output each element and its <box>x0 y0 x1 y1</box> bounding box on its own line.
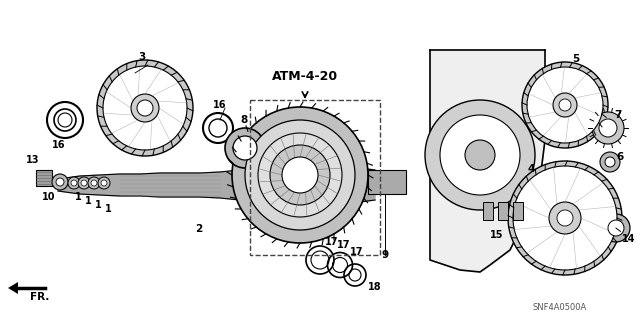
Circle shape <box>225 128 265 168</box>
Circle shape <box>602 214 630 242</box>
Circle shape <box>88 177 100 189</box>
Text: 1: 1 <box>85 196 92 206</box>
Circle shape <box>270 145 330 205</box>
Circle shape <box>71 180 77 186</box>
Text: 17: 17 <box>325 237 339 247</box>
Circle shape <box>91 180 97 186</box>
Circle shape <box>440 115 520 195</box>
Text: 18: 18 <box>368 282 381 292</box>
Text: 10: 10 <box>42 192 56 202</box>
Circle shape <box>465 140 495 170</box>
Circle shape <box>549 202 581 234</box>
Text: 6: 6 <box>616 152 623 162</box>
Bar <box>513 202 523 220</box>
Bar <box>483 202 493 220</box>
Text: 8: 8 <box>240 115 247 125</box>
Circle shape <box>56 178 64 186</box>
Circle shape <box>101 180 107 186</box>
Circle shape <box>98 177 110 189</box>
Polygon shape <box>58 167 375 203</box>
Text: 13: 13 <box>26 155 40 165</box>
Text: 16: 16 <box>52 140 65 150</box>
Bar <box>498 202 508 220</box>
Text: 16: 16 <box>213 100 227 110</box>
Circle shape <box>103 66 187 150</box>
Text: 7: 7 <box>614 110 621 120</box>
Circle shape <box>605 157 615 167</box>
Text: 5: 5 <box>572 54 579 64</box>
Text: 1: 1 <box>105 204 112 214</box>
Circle shape <box>137 100 153 116</box>
Circle shape <box>522 62 608 148</box>
Text: 3: 3 <box>138 52 145 62</box>
Circle shape <box>508 161 622 275</box>
Circle shape <box>527 67 603 143</box>
Circle shape <box>553 93 577 117</box>
Polygon shape <box>8 282 18 294</box>
Circle shape <box>559 99 571 111</box>
Text: 9: 9 <box>382 250 389 260</box>
Text: 15: 15 <box>490 230 504 240</box>
Circle shape <box>600 152 620 172</box>
Text: FR.: FR. <box>30 292 49 302</box>
Circle shape <box>282 157 318 193</box>
Circle shape <box>425 100 535 210</box>
Circle shape <box>68 177 80 189</box>
Text: 1: 1 <box>95 200 102 210</box>
Circle shape <box>592 112 624 144</box>
Circle shape <box>232 107 368 243</box>
Circle shape <box>58 113 72 127</box>
Circle shape <box>131 94 159 122</box>
Text: 2: 2 <box>195 224 202 234</box>
Circle shape <box>97 60 193 156</box>
Text: 1: 1 <box>75 192 82 202</box>
Polygon shape <box>430 50 545 272</box>
Circle shape <box>608 220 624 236</box>
Circle shape <box>245 120 355 230</box>
Circle shape <box>258 133 342 217</box>
Text: 14: 14 <box>622 234 636 244</box>
Text: ATM-4-20: ATM-4-20 <box>272 70 338 83</box>
Text: 4: 4 <box>527 164 534 174</box>
Text: 17: 17 <box>350 247 364 257</box>
Circle shape <box>52 174 68 190</box>
Text: 17: 17 <box>337 240 351 250</box>
FancyBboxPatch shape <box>36 170 52 186</box>
Circle shape <box>513 166 617 270</box>
Bar <box>250 100 380 255</box>
Circle shape <box>557 210 573 226</box>
Circle shape <box>78 177 90 189</box>
Circle shape <box>81 180 87 186</box>
Bar <box>368 170 406 194</box>
Circle shape <box>599 119 617 137</box>
Circle shape <box>233 136 257 160</box>
Text: SNF4A0500A: SNF4A0500A <box>533 303 587 312</box>
